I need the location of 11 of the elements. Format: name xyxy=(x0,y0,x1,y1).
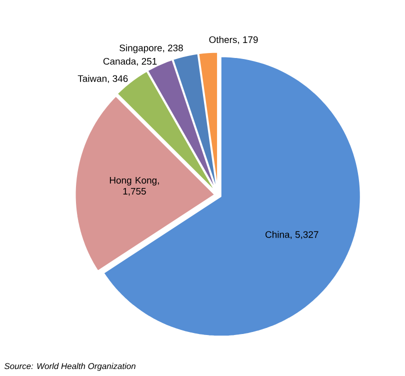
slice-label: Canada xyxy=(103,58,136,65)
source-note: Source: World Health Organization xyxy=(4,362,136,371)
data-label: , 251 xyxy=(136,58,157,66)
data-label: , 179 xyxy=(238,36,258,44)
slice-label: Taiwan xyxy=(78,74,106,82)
data-label: , 346 xyxy=(108,75,128,84)
slice-label: China xyxy=(266,230,290,238)
data-label: , 5,327 xyxy=(290,231,318,240)
slice-label: Singapore xyxy=(120,44,162,54)
data-label: , 238 xyxy=(163,44,183,52)
slice-label: Others xyxy=(209,36,237,44)
